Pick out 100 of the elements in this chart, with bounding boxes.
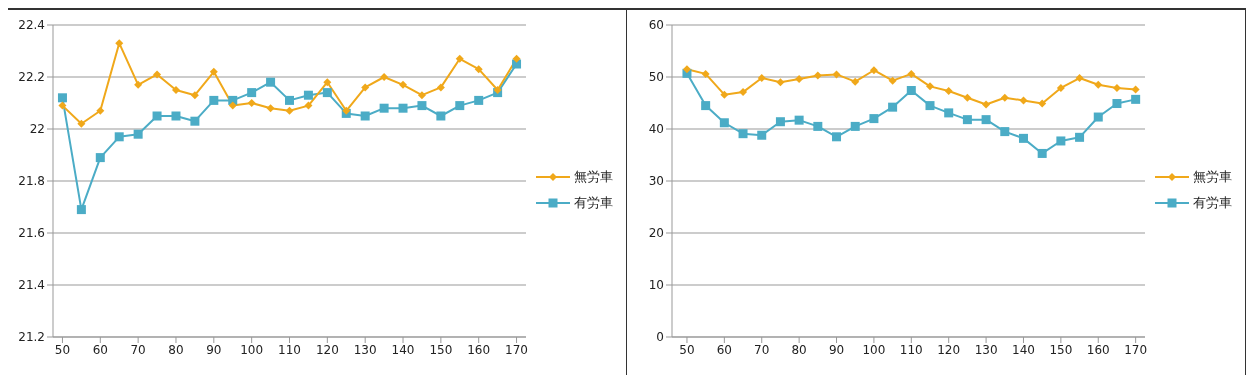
point — [361, 83, 370, 92]
point — [776, 78, 785, 87]
point — [455, 101, 465, 111]
point — [247, 88, 257, 98]
point — [1131, 94, 1141, 104]
x-tick-label: 170 — [1124, 342, 1148, 357]
x-tick-label: 80 — [168, 342, 184, 357]
x-tick-label: 150 — [1049, 342, 1073, 357]
point — [1075, 74, 1084, 83]
legend-label: 無労車 — [574, 168, 613, 186]
y-tick-label: 10 — [648, 278, 664, 293]
point — [1018, 133, 1028, 143]
point — [493, 86, 502, 94]
point — [832, 70, 841, 79]
point — [209, 67, 218, 76]
point — [962, 115, 972, 125]
point — [1019, 96, 1028, 105]
point — [379, 103, 389, 113]
point — [115, 39, 124, 48]
x-tick-label: 110 — [899, 342, 923, 357]
point — [322, 88, 332, 98]
point — [134, 80, 143, 89]
point — [906, 86, 916, 96]
point — [152, 111, 162, 121]
point — [869, 114, 879, 124]
point — [95, 153, 105, 163]
point — [888, 102, 898, 112]
point — [1000, 127, 1010, 137]
y-tick-label: 21.2 — [18, 330, 45, 345]
point — [77, 119, 86, 128]
point — [1037, 148, 1047, 158]
y-tick-label: 20 — [648, 226, 664, 241]
y-tick-label: 30 — [648, 174, 664, 189]
point — [719, 118, 729, 128]
point — [795, 75, 804, 84]
point — [1112, 83, 1121, 92]
y-tick-label: 22.2 — [18, 70, 45, 85]
point — [1000, 93, 1009, 102]
point — [926, 82, 934, 91]
point — [323, 78, 332, 87]
point — [981, 115, 991, 125]
point — [701, 101, 711, 111]
point — [701, 69, 710, 78]
point — [1131, 85, 1140, 94]
point — [963, 93, 972, 102]
point — [285, 95, 294, 105]
point — [303, 90, 313, 100]
x-tick-label: 90 — [828, 342, 845, 357]
point — [925, 101, 935, 111]
point — [757, 130, 767, 140]
x-tick-label: 60 — [92, 342, 108, 357]
point — [114, 132, 124, 142]
point — [76, 205, 86, 215]
x-tick-label: 160 — [1086, 342, 1110, 357]
point — [1093, 112, 1103, 122]
point — [850, 121, 860, 131]
point — [1112, 99, 1122, 109]
point — [832, 132, 842, 142]
x-tick-label: 160 — [467, 342, 491, 357]
point — [304, 101, 313, 110]
point — [417, 101, 427, 111]
legend-label: 有労車 — [574, 194, 613, 212]
point — [209, 95, 219, 105]
x-tick-label: 60 — [716, 342, 732, 357]
y-tick-label: 60 — [648, 18, 664, 33]
x-tick-label: 140 — [391, 342, 415, 357]
point — [57, 93, 67, 103]
point — [133, 129, 143, 139]
point — [775, 117, 785, 127]
x-tick-label: 70 — [754, 342, 770, 357]
x-tick-label: 130 — [974, 342, 998, 357]
legend-label: 有労車 — [1193, 194, 1232, 212]
y-tick-label: 22.4 — [18, 18, 45, 33]
point — [266, 77, 276, 87]
x-tick-label: 50 — [54, 342, 71, 357]
point — [982, 100, 991, 109]
x-tick-label: 140 — [1012, 342, 1035, 357]
point — [1038, 99, 1047, 108]
point — [96, 106, 105, 115]
point — [360, 111, 370, 121]
x-tick-label: 130 — [353, 342, 377, 357]
y-tick-label: 21.6 — [18, 226, 45, 241]
point — [417, 91, 426, 100]
point — [436, 83, 445, 92]
point — [720, 90, 729, 99]
y-tick-label: 21.4 — [18, 278, 45, 293]
y-tick-label: 21.8 — [18, 174, 45, 189]
point — [757, 74, 766, 83]
y-tick-label: 0 — [656, 330, 664, 345]
point — [474, 65, 483, 74]
point — [682, 65, 691, 74]
x-tick-label: 100 — [240, 342, 264, 357]
x-tick-label: 120 — [937, 342, 961, 357]
y-tick-label: 22 — [29, 122, 45, 137]
point — [1075, 132, 1085, 142]
x-tick-label: 170 — [505, 342, 528, 357]
point — [398, 103, 408, 113]
point — [944, 87, 953, 96]
point — [153, 70, 162, 79]
point — [399, 80, 408, 89]
